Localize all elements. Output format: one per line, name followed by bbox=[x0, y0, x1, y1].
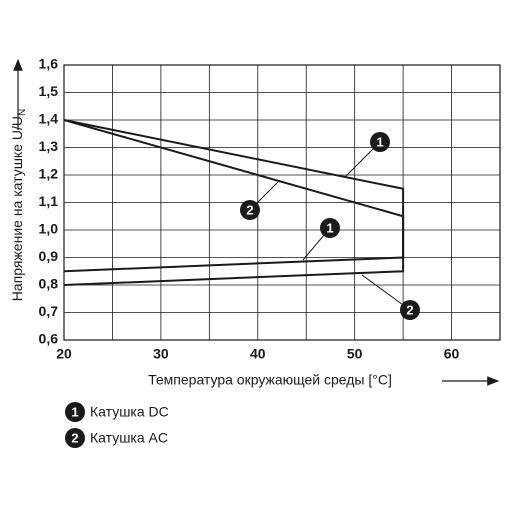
y-tick-label: 0,7 bbox=[39, 303, 59, 319]
callout-number: 2 bbox=[246, 202, 253, 217]
legend-label: Катушка DC bbox=[90, 404, 169, 420]
y-axis-label-group: Напряжение на катушке U/UN bbox=[9, 109, 28, 302]
callout-badge bbox=[370, 132, 390, 152]
plot-frame bbox=[63, 64, 501, 341]
callout-number: 1 bbox=[71, 404, 78, 419]
callout-number: 2 bbox=[71, 430, 78, 445]
y-tick-label: 1,4 bbox=[39, 111, 59, 127]
y-tick-label: 1,2 bbox=[39, 166, 59, 182]
y-tick-label: 1,6 bbox=[39, 56, 59, 72]
x-tick-label: 50 bbox=[347, 346, 363, 362]
legend-label: Катушка AC bbox=[90, 430, 168, 446]
y-tick-label: 0,9 bbox=[39, 248, 59, 264]
x-tick-label: 30 bbox=[153, 346, 169, 362]
x-tick-label: 20 bbox=[56, 346, 72, 362]
series-line bbox=[63, 119, 405, 273]
callout-badge bbox=[240, 200, 260, 220]
y-tick-label: 1,0 bbox=[39, 221, 59, 237]
x-tick-label: 40 bbox=[250, 346, 266, 362]
y-tick-label: 0,8 bbox=[39, 276, 59, 292]
callout-badge bbox=[400, 300, 420, 320]
callout-badge bbox=[65, 402, 85, 422]
y-axis-label-sub: N bbox=[17, 109, 28, 116]
y-tick-label: 1,1 bbox=[39, 193, 59, 209]
y-axis-label: Напряжение на катушке U/UN bbox=[9, 109, 28, 302]
callout-badge bbox=[65, 428, 85, 448]
series-line bbox=[63, 119, 405, 286]
y-tick-label: 0,6 bbox=[39, 331, 59, 347]
y-axis-label-main: Напряжение на катушке U/U bbox=[9, 116, 25, 301]
y-tick-label: 1,3 bbox=[39, 138, 59, 154]
x-tick-label: 60 bbox=[444, 346, 460, 362]
callout-badge bbox=[320, 218, 340, 238]
callout-number: 1 bbox=[326, 220, 333, 235]
x-axis-label: Температура окружающей среды [°C] bbox=[148, 372, 392, 388]
callout-number: 2 bbox=[406, 302, 413, 317]
y-tick-label: 1,5 bbox=[39, 83, 59, 99]
callout-number: 1 bbox=[376, 134, 383, 149]
